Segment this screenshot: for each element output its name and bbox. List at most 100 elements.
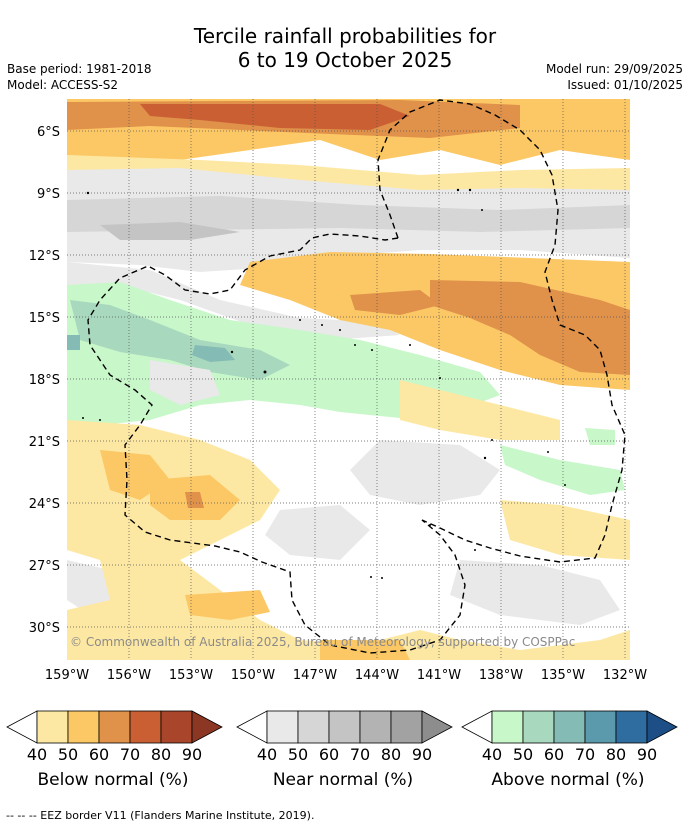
below-normal-region: [140, 104, 410, 130]
eez-border: [87, 233, 466, 654]
colorbar-cell: [36, 710, 69, 744]
colorbar-high-arrow: [646, 710, 678, 744]
colorbar-cell: [328, 710, 361, 744]
near-normal-region: [150, 360, 220, 405]
colorbar-tick-label: 40: [257, 745, 277, 764]
lon-label: 141°W: [417, 668, 461, 683]
colorbar-cell: [297, 710, 330, 744]
colorbar-tick-label: 50: [513, 745, 533, 764]
below-normal-region: [185, 492, 204, 508]
above-normal-region: [500, 445, 625, 495]
below-normal-region: [185, 590, 270, 620]
colorbar-tick-label: 50: [288, 745, 308, 764]
colorbar-above: 40 50 60 70 80 90: [461, 710, 678, 764]
lat-label: 9°S: [37, 187, 60, 202]
base-period: Base period: 1981-2018: [7, 62, 152, 76]
near-normal-region: [350, 440, 500, 505]
below-normal-region: [320, 640, 410, 660]
model-run: Model run: 29/09/2025: [545, 62, 683, 76]
colorbar-tick-label: 40: [27, 745, 47, 764]
lat-label: 15°S: [29, 311, 60, 326]
model-name: Model: ACCESS-S2: [7, 78, 119, 92]
lon-label: 153°W: [169, 668, 213, 683]
near-normal-region: [67, 262, 400, 340]
colorbar-high-arrow: [191, 710, 223, 744]
near-normal-region: [265, 505, 370, 560]
lon-label: 135°W: [541, 668, 585, 683]
lon-label: 138°W: [479, 668, 523, 683]
below-normal-region: [430, 280, 630, 375]
colorbar-tick-label: 90: [412, 745, 432, 764]
lon-label: 144°W: [355, 668, 399, 683]
colorbar-legends: 40 50 60 70 80 90 40 50 60 70 80 90 40 50 60 70 80 90: [6, 710, 678, 764]
below-normal-region: [440, 400, 500, 430]
latitude-labels: 6°S 9°S 12°S 15°S 18°S 21°S 24°S 27°S 30…: [29, 125, 60, 636]
colorbar-tick-label: 60: [544, 745, 564, 764]
colorbar-cell: [359, 710, 392, 744]
above-normal-region: [585, 428, 615, 445]
graticule: [67, 99, 630, 660]
eez-border: [377, 99, 626, 563]
colorbar-tick-label: 80: [606, 745, 626, 764]
colorbar-tick-label: 70: [350, 745, 370, 764]
above-normal-label: Above normal (%): [491, 770, 645, 790]
colorbar-tick-label: 80: [381, 745, 401, 764]
lat-label: 18°S: [29, 373, 60, 388]
title-line-2: 6 to 19 October 2025: [237, 48, 453, 72]
lat-label: 21°S: [29, 435, 60, 450]
above-normal-region: [192, 345, 235, 362]
colorbar-cell: [584, 710, 617, 744]
colorbar-tick-label: 80: [151, 745, 171, 764]
near-normal-region: [100, 222, 240, 240]
above-normal-region: [67, 335, 80, 350]
lat-label: 12°S: [29, 249, 60, 264]
colorbar-low-arrow: [236, 710, 268, 744]
colorbar-cell: [522, 710, 555, 744]
lat-label: 6°S: [37, 125, 60, 140]
colorbar-tick-label: 70: [120, 745, 140, 764]
colorbar-cell: [129, 710, 162, 744]
colorbar-tick-label: 90: [637, 745, 657, 764]
lon-label: 132°W: [603, 668, 647, 683]
colorbar-below: 40 50 60 70 80 90: [6, 710, 223, 764]
colorbar-cell: [160, 710, 193, 744]
eez-footnote: -- -- -- EEZ border V11 (Flanders Marine…: [6, 809, 315, 822]
below-normal-label: Below normal (%): [37, 770, 189, 790]
issued-date: Issued: 01/10/2025: [567, 78, 683, 92]
probability-field: © Commonwealth of Australia 2025, Bureau…: [67, 99, 630, 660]
colorbar-cell: [615, 710, 648, 744]
colorbar-cell: [98, 710, 131, 744]
lon-label: 150°W: [231, 668, 275, 683]
near-normal-region: [450, 560, 620, 625]
copyright-credit: © Commonwealth of Australia 2025, Bureau…: [70, 635, 575, 649]
colorbar-near: 40 50 60 70 80 90: [236, 710, 453, 764]
colorbar-cell: [266, 710, 299, 744]
colorbar-cell: [67, 710, 100, 744]
colorbar-low-arrow: [6, 710, 38, 744]
near-normal-label: Near normal (%): [272, 770, 414, 790]
title-line-1: Tercile rainfall probabilities for: [193, 24, 497, 48]
colorbar-cell: [491, 710, 524, 744]
lat-label: 27°S: [29, 559, 60, 574]
lon-label: 159°W: [45, 668, 89, 683]
colorbar-tick-label: 90: [182, 745, 202, 764]
colorbar-tick-label: 60: [319, 745, 339, 764]
longitude-labels: 159°W 156°W 153°W 150°W 147°W 144°W 141°…: [45, 668, 647, 683]
colorbar-tick-label: 60: [89, 745, 109, 764]
lat-label: 24°S: [29, 497, 60, 512]
colorbar-tick-label: 40: [482, 745, 502, 764]
lat-label: 30°S: [29, 621, 60, 636]
below-normal-region: [500, 500, 630, 560]
colorbar-tick-label: 50: [58, 745, 78, 764]
below-normal-region: [350, 290, 440, 315]
colorbar-cell: [553, 710, 586, 744]
colorbar-tick-label: 70: [575, 745, 595, 764]
colorbar-high-arrow: [421, 710, 453, 744]
island-markers: [82, 188, 566, 641]
lon-label: 156°W: [107, 668, 151, 683]
near-normal-region: [67, 196, 630, 232]
lon-label: 147°W: [293, 668, 337, 683]
colorbar-cell: [390, 710, 423, 744]
colorbar-low-arrow: [461, 710, 493, 744]
